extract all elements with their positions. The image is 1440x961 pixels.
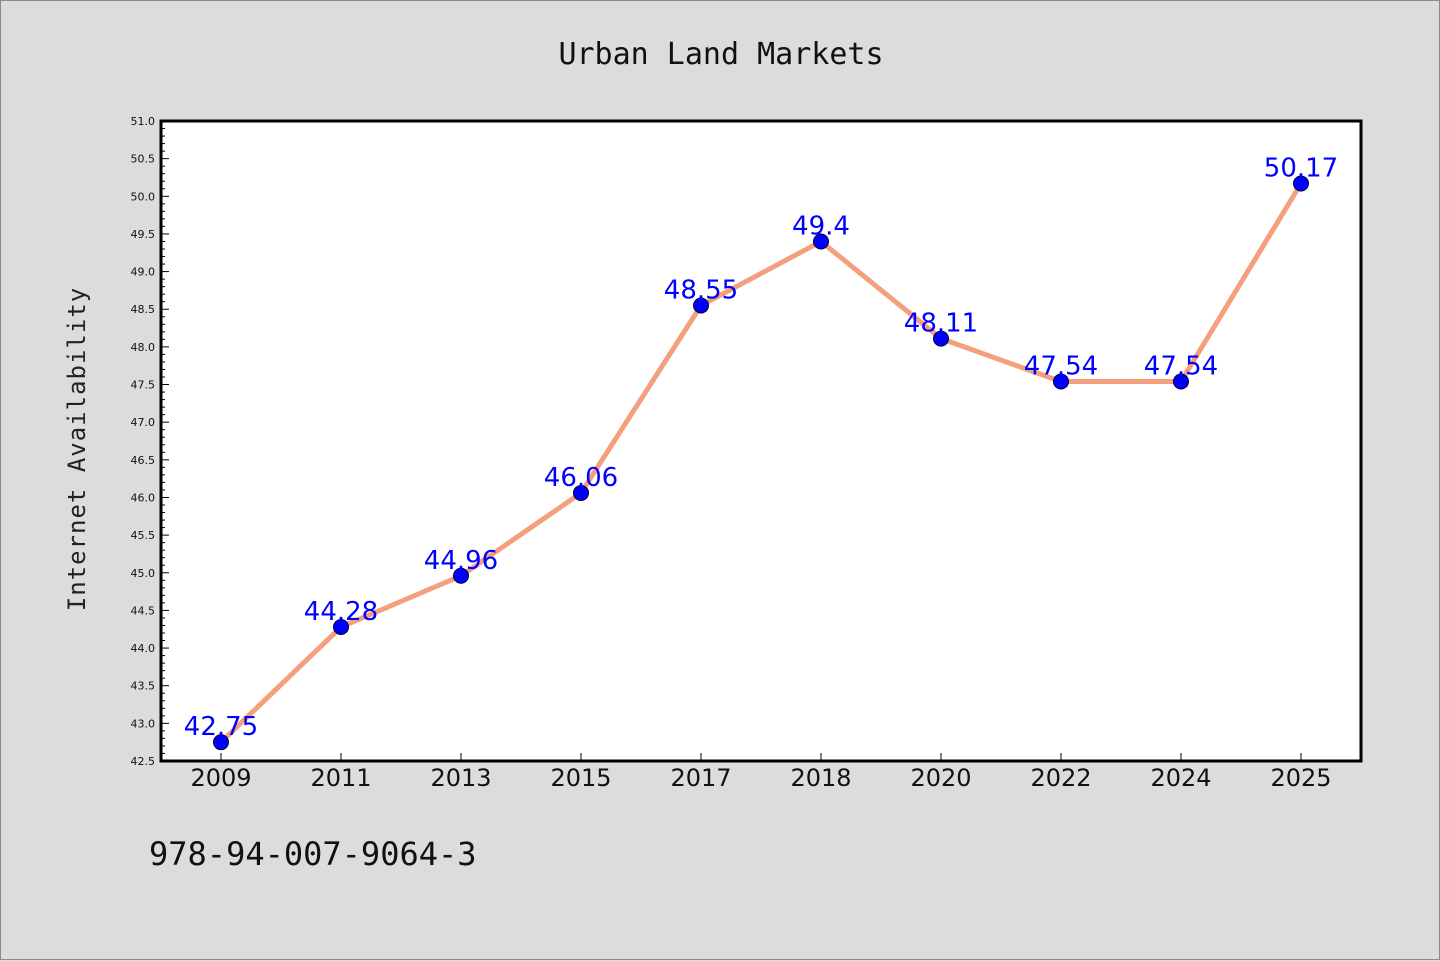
- y-tick-label: 44.0: [131, 642, 156, 655]
- y-tick-label: 48.5: [131, 303, 156, 316]
- y-tick-label: 43.5: [131, 680, 156, 693]
- y-tick-label: 51.0: [131, 115, 156, 128]
- data-point: [933, 330, 949, 347]
- data-point: [1053, 373, 1069, 390]
- x-tick-label: 2009: [190, 764, 251, 792]
- footnote-text: 978-94-007-9064-3: [149, 835, 477, 873]
- data-label: 46.06: [544, 463, 618, 493]
- plot-area: [159, 119, 1363, 763]
- data-point: [813, 233, 829, 250]
- y-tick-label: 49.0: [131, 266, 156, 279]
- x-tick-label: 2011: [310, 764, 371, 792]
- y-tick-label: 48.0: [131, 341, 156, 354]
- x-tick-label: 2020: [910, 764, 971, 792]
- data-point: [453, 567, 469, 584]
- y-tick-label: 42.5: [131, 755, 156, 768]
- data-label: 49.4: [792, 211, 850, 241]
- data-point: [693, 297, 709, 314]
- series-group: [213, 175, 1309, 751]
- y-axis-label: Internet Availability: [63, 287, 91, 611]
- x-axis: 2009 2011 2013 2015 2017 2018 2020 2022 2024 2025: [190, 753, 1332, 792]
- data-label: 44.96: [424, 546, 498, 576]
- x-tick-label: 2015: [550, 764, 611, 792]
- x-tick-label: 2025: [1270, 764, 1331, 792]
- y-tick-label: 49.5: [131, 228, 156, 241]
- data-label: 48.55: [664, 275, 738, 305]
- y-tick-label: 45.0: [131, 567, 156, 580]
- data-label: 50.17: [1264, 153, 1338, 183]
- series-line: [218, 180, 1304, 745]
- y-tick-label: 50.0: [131, 190, 156, 203]
- y-tick-label: 50.5: [131, 153, 156, 166]
- x-tick-label: 2013: [430, 764, 491, 792]
- x-tick-label: 2017: [670, 764, 731, 792]
- data-point: [333, 618, 349, 635]
- x-tick-label: 2022: [1030, 764, 1091, 792]
- data-point: [573, 484, 589, 501]
- x-tick-label: 2018: [790, 764, 851, 792]
- y-tick-label: 47.5: [131, 379, 156, 392]
- x-tick-label: 2024: [1150, 764, 1211, 792]
- data-label: 47.54: [1024, 352, 1098, 382]
- data-point: [213, 734, 229, 751]
- data-label: 44.28: [304, 597, 378, 627]
- y-tick-label: 47.0: [131, 416, 156, 429]
- data-label: 47.54: [1144, 352, 1218, 382]
- chart-title: Urban Land Markets: [558, 37, 883, 72]
- data-point: [1293, 175, 1309, 192]
- data-labels: 42.75 44.28 44.96 46.06 48.55 49.4 48.11 47.54 4…: [184, 153, 1338, 742]
- y-tick-label: 46.5: [131, 454, 156, 467]
- y-tick-label: 46.0: [131, 491, 156, 504]
- data-label: 42.75: [184, 712, 258, 742]
- y-tick-label: 45.5: [131, 529, 156, 542]
- y-tick-label: 44.5: [131, 604, 156, 617]
- y-tick-label: 43.0: [131, 717, 156, 730]
- data-label: 48.11: [904, 309, 978, 339]
- data-point: [1173, 373, 1189, 390]
- y-axis: 42.5 43.0 43.5 44.0 44.5 45.0 45.5 46.0 46.5 47.0…: [131, 115, 169, 768]
